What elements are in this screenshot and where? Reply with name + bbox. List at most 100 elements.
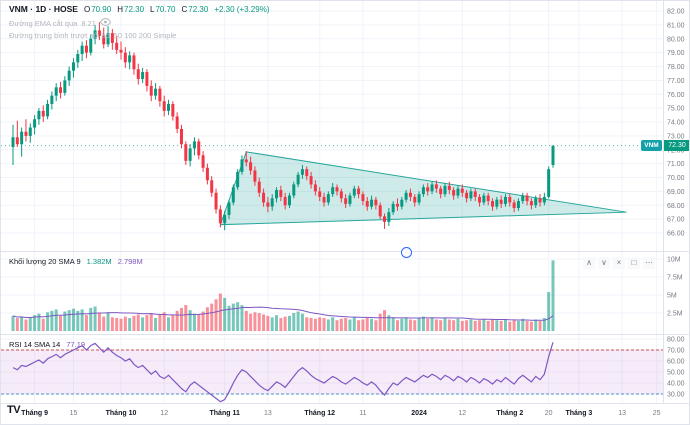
ema-indicator-name: Đường EMA cắt qua — [9, 18, 78, 28]
volume-bar — [119, 318, 123, 331]
volume-bar — [197, 314, 201, 331]
time-axis-label: 13 — [264, 410, 272, 417]
volume-axis-label: 7.5M — [667, 275, 683, 282]
last-price-badge: 72.30 — [664, 140, 689, 151]
rsi-axis-label: 70.00 — [667, 348, 685, 355]
candle-body — [361, 194, 365, 202]
ohlc-low-label: L — [150, 5, 155, 14]
pane-maximize-button[interactable]: □ — [628, 257, 640, 269]
time-axis-label: Tháng 3 — [565, 410, 592, 417]
candle-body — [542, 196, 546, 203]
time-axis-label: Tháng 9 — [21, 410, 48, 417]
volume-bar — [141, 317, 145, 331]
volume-bar — [20, 316, 24, 331]
volume-bar — [482, 319, 486, 331]
candle-body — [305, 169, 309, 177]
candle-body — [71, 62, 75, 71]
candle-body — [525, 195, 529, 202]
price-axis-label: 67.00 — [667, 217, 685, 224]
drawing-anchor-icon[interactable] — [401, 247, 412, 258]
candle-body — [115, 42, 119, 50]
candle-body — [275, 189, 279, 199]
price-axis-label: 69.00 — [667, 189, 685, 196]
candle-body — [465, 192, 469, 199]
volume-bar — [452, 320, 456, 331]
pane-close-button[interactable]: × — [613, 257, 625, 269]
pane-separator[interactable] — [1, 249, 663, 255]
ohlc-low: L70.70 — [150, 5, 175, 14]
candle-body — [460, 188, 464, 193]
candle-body — [434, 184, 438, 189]
candle-body — [123, 52, 127, 63]
volume-bar — [162, 312, 166, 331]
volume-bar — [478, 320, 482, 331]
price-axis-label: 73.00 — [667, 133, 685, 140]
ma-indicator-legend[interactable]: Đường trung bình trượt nội bộ 50 100 200… — [9, 31, 176, 40]
volume-bar — [287, 315, 291, 331]
ohlc-open-value: 70.90 — [91, 5, 112, 14]
candle-body — [149, 85, 153, 96]
volume-bar — [434, 319, 438, 331]
pane-up-button[interactable]: ∧ — [583, 257, 595, 269]
symbol-price-tag: VNM — [641, 140, 662, 151]
rsi-indicator-legend[interactable]: RSI 14 SMA 14 77.19 — [9, 340, 85, 349]
ema-indicator-legend[interactable]: Đường EMA cắt qua 8.21 — [9, 18, 111, 28]
rsi-axis-label: 60.00 — [667, 359, 685, 366]
time-axis-label: Tháng 2 — [496, 410, 523, 417]
candle-body — [339, 191, 343, 199]
pane-separator[interactable] — [1, 332, 663, 338]
candle-body — [11, 137, 15, 147]
candle-body — [236, 171, 240, 188]
price-axis-label: 66.00 — [667, 231, 685, 238]
time-axis-label: 12 — [458, 410, 466, 417]
volume-bar — [469, 319, 473, 331]
volume-bar — [41, 318, 45, 331]
volume-bar — [50, 310, 54, 331]
volume-axis-label: 10M — [667, 257, 681, 264]
volume-bar — [387, 315, 391, 331]
candle-body — [97, 30, 101, 36]
volume-bar — [218, 293, 222, 331]
eye-icon[interactable] — [99, 18, 111, 28]
time-axis[interactable] — [1, 404, 663, 424]
time-axis-label: 12 — [160, 410, 168, 417]
candle-body — [132, 55, 136, 70]
volume-bar — [542, 318, 546, 331]
volume-bar — [89, 307, 93, 331]
volume-bar — [383, 310, 387, 331]
candle-body — [335, 187, 339, 192]
candle-body — [456, 188, 460, 196]
volume-bar — [352, 317, 356, 331]
volume-bar — [292, 313, 296, 331]
price-axis-label: 75.00 — [667, 106, 685, 113]
rsi-band — [1, 350, 663, 394]
volume-bar — [465, 320, 469, 331]
candle-body — [495, 199, 499, 207]
volume-bar — [365, 318, 369, 331]
price-axis-label: 74.00 — [667, 120, 685, 127]
pane-down-button[interactable]: ∨ — [598, 257, 610, 269]
candle-body — [205, 167, 209, 181]
candle-body — [326, 194, 330, 203]
candle-body — [378, 205, 382, 217]
volume-bar — [67, 310, 71, 331]
volume-bar — [300, 313, 304, 331]
candle-body — [383, 216, 387, 222]
volume-bar — [154, 318, 158, 331]
volume-bar — [145, 315, 149, 331]
tradingview-logo[interactable]: TV — [7, 404, 21, 416]
volume-bar — [132, 315, 136, 331]
volume-bar — [106, 312, 110, 331]
price-axis[interactable] — [662, 1, 689, 403]
candle-body — [54, 87, 58, 96]
volume-bar — [123, 316, 127, 331]
pane-more-button[interactable]: ⋯ — [643, 257, 655, 269]
candle-body — [279, 189, 283, 197]
symbol-title[interactable]: VNM · 1D · HOSE — [9, 4, 78, 14]
candle-body — [179, 128, 183, 145]
candle-body — [41, 110, 45, 117]
candle-body — [322, 196, 326, 203]
volume-indicator-legend[interactable]: Khối lượng 20 SMA 9 1.382M 2.798M — [9, 257, 143, 266]
